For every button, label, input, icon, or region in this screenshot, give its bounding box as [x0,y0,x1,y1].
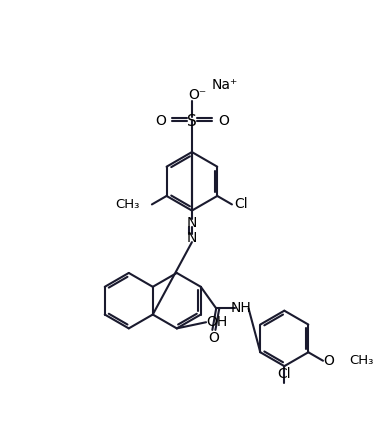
Text: Cl: Cl [234,197,248,211]
Text: S: S [187,114,197,129]
Text: OH: OH [206,315,227,329]
Text: O: O [208,331,219,345]
Text: N: N [187,231,197,246]
Text: CH₃: CH₃ [349,354,374,367]
Text: O⁻: O⁻ [188,88,206,102]
Text: O: O [324,354,334,368]
Text: O: O [218,114,229,128]
Text: CH₃: CH₃ [115,198,140,211]
Text: NH: NH [230,301,251,315]
Text: Cl: Cl [277,367,291,381]
Text: Na⁺: Na⁺ [211,78,237,92]
Text: N: N [187,216,197,230]
Text: O: O [155,114,166,128]
